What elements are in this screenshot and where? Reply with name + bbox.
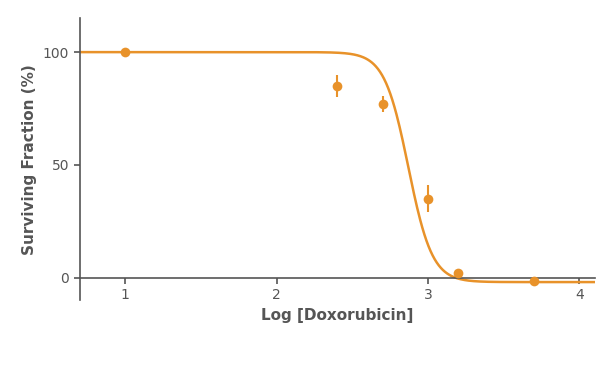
Y-axis label: Surviving Fraction (%): Surviving Fraction (%) bbox=[22, 64, 37, 255]
X-axis label: Log [Doxorubicin]: Log [Doxorubicin] bbox=[261, 307, 413, 322]
